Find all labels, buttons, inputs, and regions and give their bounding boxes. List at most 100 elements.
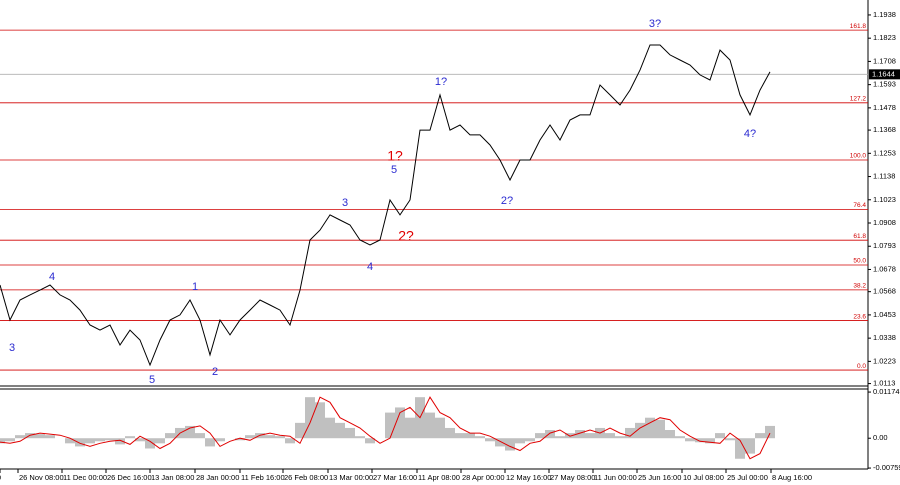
level-label: 38.2 — [853, 283, 866, 290]
wave-label: 2? — [501, 195, 513, 207]
y-tick-label: 1.1823 — [873, 33, 896, 42]
y-tick-label: 1.1478 — [873, 103, 896, 112]
x-tick-label: 11 Apr 08:00 — [418, 473, 460, 482]
histogram-bar — [725, 438, 735, 441]
y-tick-label: 1.0793 — [873, 241, 896, 250]
histogram-bar — [125, 436, 135, 439]
x-tick-label: 26 Nov 08:00 — [19, 473, 64, 482]
wave-label: 5 — [391, 164, 397, 176]
histogram-bar — [745, 438, 755, 454]
histogram-bar — [465, 433, 475, 439]
wave-label: 1? — [387, 148, 403, 164]
histogram-bar — [615, 436, 625, 439]
wave-label: 2 — [212, 366, 218, 378]
histogram-bar — [65, 438, 75, 444]
histogram-bar — [165, 433, 175, 439]
histogram-bar — [185, 425, 195, 439]
wave-label: 3? — [649, 18, 661, 30]
histogram-bar — [135, 438, 145, 442]
x-tick-label: 28 Apr 00:00 — [462, 473, 505, 482]
histogram-bar — [645, 417, 655, 439]
y-tick-label: 1.1593 — [873, 80, 896, 89]
histogram-bar — [15, 435, 25, 439]
histogram-bar — [425, 412, 435, 439]
histogram-bar — [445, 427, 455, 439]
x-tick-label: 26 Dec 16:00 — [107, 473, 152, 482]
histogram-bar — [205, 438, 215, 447]
histogram-bar — [675, 436, 685, 439]
histogram-bar — [355, 436, 365, 439]
y-tick-label: -0.00759 — [873, 463, 900, 472]
x-tick-label: 11 Jun 00:00 — [594, 473, 637, 482]
histogram-bar — [735, 438, 745, 459]
histogram-bar — [625, 427, 635, 439]
level-label: 23.6 — [853, 313, 866, 320]
wave-label: 2? — [398, 228, 414, 244]
wave-label: 3 — [9, 342, 15, 354]
y-tick-label: 1.1368 — [873, 125, 896, 134]
wave-label: 3 — [342, 197, 348, 209]
histogram-bar — [455, 433, 465, 439]
histogram-bar — [435, 417, 445, 439]
y-tick-label: 0.00 — [873, 433, 888, 442]
histogram-bar — [95, 438, 105, 442]
histogram-bar — [0, 438, 5, 444]
histogram-bar — [535, 433, 545, 439]
wave-label: 4 — [367, 261, 373, 273]
level-label: 61.8 — [853, 233, 866, 240]
histogram-bar — [405, 417, 415, 439]
histogram-bar — [695, 438, 705, 443]
histogram-bar — [145, 438, 155, 449]
histogram-bar — [345, 427, 355, 439]
y-tick-label: 1.0568 — [873, 287, 896, 296]
histogram-bar — [495, 438, 505, 447]
y-tick-label: 1.1708 — [873, 56, 896, 65]
y-tick-label: 0.01174 — [873, 387, 900, 396]
level-label: 100.0 — [850, 153, 867, 160]
x-tick-label: 8 Aug 16:00 — [772, 473, 812, 482]
wave-label: 5 — [149, 374, 155, 386]
histogram-bar — [115, 438, 125, 445]
wave-label: 1 — [192, 281, 198, 293]
y-tick-label: 1.0223 — [873, 356, 896, 365]
price-line — [0, 44, 771, 367]
y-tick-label: 1.0113 — [873, 379, 895, 388]
histogram-bar — [155, 438, 165, 444]
x-tick-label: 25 Jul 00:00 — [727, 473, 768, 482]
level-label: 161.8 — [850, 23, 867, 30]
level-label: 50.0 — [853, 258, 866, 265]
y-tick-label: 1.1138 — [873, 172, 895, 181]
y-tick-label: 1.0908 — [873, 218, 896, 227]
histogram-bar — [295, 422, 305, 439]
y-tick-label: 1.0453 — [873, 310, 896, 319]
level-label: 0.0 — [857, 363, 866, 370]
histogram-bar — [585, 433, 595, 439]
histogram-bar — [285, 438, 295, 444]
histogram-bar — [715, 433, 725, 439]
histogram-bar — [665, 430, 675, 439]
wave-label: 1? — [435, 76, 447, 88]
histogram-bar — [385, 412, 395, 439]
x-tick-label: 11 Dec 00:00 — [63, 473, 107, 482]
x-tick-label: 13 Jan 08:00 — [151, 473, 194, 482]
histogram-bar — [555, 436, 565, 439]
histogram-bar — [705, 438, 715, 444]
y-tick-label: 1.0338 — [873, 333, 896, 342]
histogram-bar — [475, 436, 485, 439]
histogram-bar — [335, 422, 345, 439]
histogram-bar — [5, 438, 15, 442]
current-price-label: 1.1644 — [872, 69, 895, 78]
level-label: 127.2 — [850, 96, 867, 103]
histogram-bar — [245, 435, 255, 439]
y-tick-label: 1.1023 — [873, 195, 896, 204]
y-tick-label: 1.1938 — [873, 10, 896, 19]
histogram-bar — [365, 438, 375, 444]
histogram-bar — [35, 434, 45, 439]
histogram-bar — [235, 438, 245, 441]
y-tick-label: 1.1253 — [873, 148, 896, 157]
signal-line — [0, 396, 771, 460]
histogram-bar — [685, 438, 695, 442]
x-tick-label: 10 Jul 08:00 — [683, 473, 724, 482]
histogram-bar — [45, 435, 55, 439]
